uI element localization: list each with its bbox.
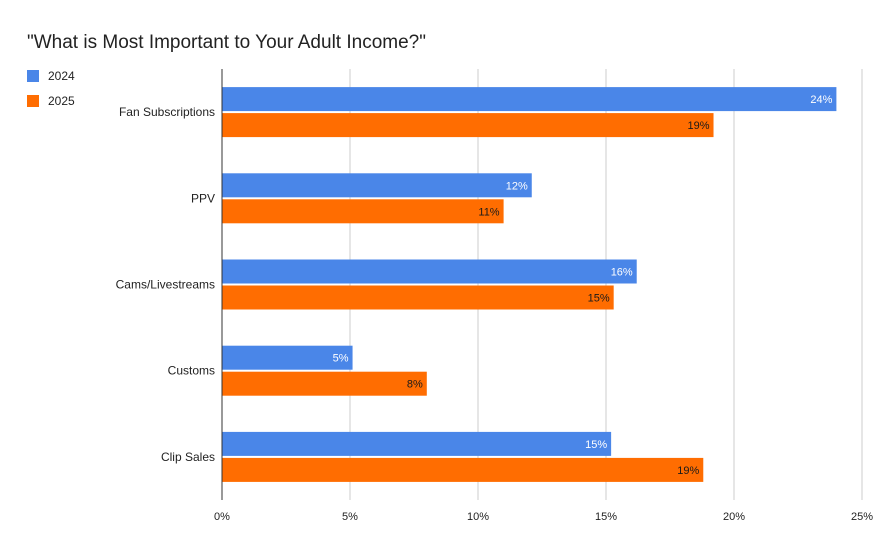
bar-2025 xyxy=(222,113,714,138)
legend-swatch xyxy=(27,70,39,82)
data-label: 19% xyxy=(677,465,699,477)
x-tick-label: 20% xyxy=(723,511,745,523)
axes: 0% 5% 10% 15% 20% 25% Fan Subscriptions PPV Cams… xyxy=(116,69,873,523)
category-label: Cams/Livestreams xyxy=(116,278,215,292)
data-label: 12% xyxy=(506,180,528,192)
bar-2024 xyxy=(222,87,837,112)
bar-2024 xyxy=(222,173,532,198)
bar-2025 xyxy=(222,371,427,396)
x-tick-label: 5% xyxy=(342,511,358,523)
bar-2024 xyxy=(222,431,612,456)
category-label: Clip Sales xyxy=(161,450,215,464)
chart-title: "What is Most Important to Your Adult In… xyxy=(27,32,426,53)
bar-2025 xyxy=(222,285,614,310)
legend-label: 2024 xyxy=(48,69,75,83)
bar-2025 xyxy=(222,199,504,224)
data-label: 8% xyxy=(407,379,423,391)
data-label: 19% xyxy=(687,120,709,132)
x-tick-label: 25% xyxy=(851,511,873,523)
gridlines xyxy=(349,69,863,500)
bar-2024 xyxy=(222,345,353,370)
data-label: 15% xyxy=(585,439,607,451)
bar-2025 xyxy=(222,457,704,482)
data-label: 15% xyxy=(588,293,610,305)
legend-label: 2025 xyxy=(48,94,75,108)
data-label: 5% xyxy=(333,353,349,365)
legend-swatch xyxy=(27,95,39,107)
category-label: PPV xyxy=(191,191,215,205)
category-label: Customs xyxy=(168,364,215,378)
bars: 24% 19% 12% 11% 16% 15% 5% 8% 15% 19% xyxy=(222,87,837,482)
data-label: 16% xyxy=(611,267,633,279)
x-tick-label: 15% xyxy=(595,511,617,523)
x-tick-label: 0% xyxy=(214,511,230,523)
legend: 2024 2025 xyxy=(27,69,75,108)
data-label: 24% xyxy=(810,94,832,106)
x-tick-label: 10% xyxy=(467,511,489,523)
bar-2024 xyxy=(222,259,637,284)
category-label: Fan Subscriptions xyxy=(119,105,215,119)
data-label: 11% xyxy=(478,206,499,218)
